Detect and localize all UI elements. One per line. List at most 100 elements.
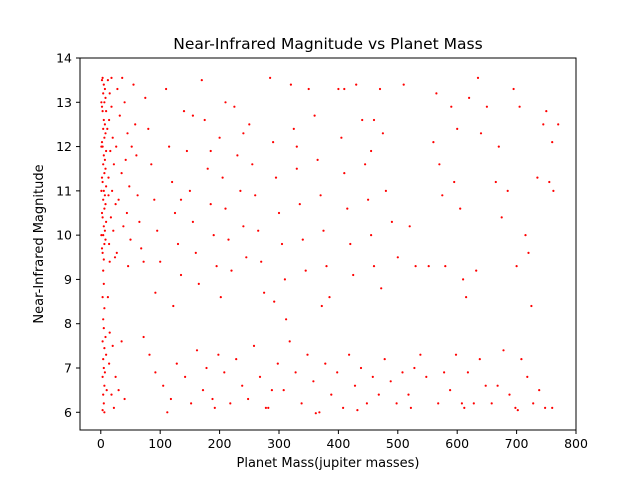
data-point bbox=[557, 123, 560, 126]
data-point bbox=[188, 189, 191, 192]
data-point bbox=[103, 411, 106, 414]
data-point bbox=[129, 238, 132, 241]
data-point bbox=[200, 79, 203, 82]
data-point bbox=[135, 154, 138, 157]
data-point bbox=[227, 238, 230, 241]
data-point bbox=[127, 265, 130, 268]
data-point bbox=[223, 371, 226, 374]
data-point bbox=[306, 353, 309, 356]
y-tick-label: 8 bbox=[64, 316, 72, 331]
data-point bbox=[112, 163, 115, 166]
data-point bbox=[105, 149, 108, 153]
data-point bbox=[116, 87, 119, 91]
data-point bbox=[100, 141, 104, 144]
data-point bbox=[441, 194, 444, 197]
data-point bbox=[319, 194, 322, 197]
data-point bbox=[312, 380, 315, 383]
data-point bbox=[128, 185, 131, 188]
data-point bbox=[260, 260, 263, 263]
y-tick-label: 12 bbox=[56, 139, 72, 154]
data-point bbox=[159, 260, 162, 263]
data-point bbox=[218, 136, 221, 139]
data-point bbox=[466, 371, 469, 374]
data-point bbox=[355, 83, 358, 86]
data-point bbox=[103, 123, 106, 126]
data-point bbox=[201, 389, 205, 392]
data-point bbox=[194, 251, 197, 254]
data-point bbox=[254, 194, 257, 197]
data-point bbox=[390, 220, 393, 223]
data-point bbox=[432, 141, 435, 144]
data-point bbox=[527, 251, 530, 254]
data-point bbox=[154, 371, 157, 374]
data-point bbox=[103, 347, 106, 350]
data-point bbox=[552, 189, 555, 192]
data-point bbox=[508, 393, 511, 396]
data-point bbox=[270, 389, 273, 392]
chart-title: Near-Infrared Magnitude vs Planet Mass bbox=[173, 35, 482, 53]
data-point bbox=[258, 375, 262, 378]
data-point bbox=[548, 180, 551, 184]
data-point bbox=[478, 358, 481, 361]
data-point bbox=[205, 366, 208, 370]
data-point bbox=[514, 406, 517, 409]
x-tick-label: 700 bbox=[505, 436, 529, 451]
data-point bbox=[224, 207, 227, 210]
data-point bbox=[425, 375, 428, 378]
data-point bbox=[544, 406, 547, 409]
data-point bbox=[389, 380, 392, 383]
data-point bbox=[156, 229, 159, 232]
data-point bbox=[108, 260, 111, 263]
data-point bbox=[213, 406, 216, 409]
x-axis-label: Planet Mass(jupiter masses) bbox=[237, 456, 420, 471]
data-point bbox=[140, 247, 143, 250]
data-point bbox=[102, 358, 105, 361]
data-point bbox=[219, 296, 222, 299]
data-point bbox=[359, 366, 363, 370]
data-point bbox=[437, 402, 440, 405]
data-point bbox=[545, 110, 548, 113]
data-point bbox=[110, 393, 113, 396]
data-point bbox=[288, 340, 291, 343]
data-point bbox=[103, 172, 106, 175]
data-point bbox=[108, 331, 111, 334]
data-point bbox=[102, 366, 105, 370]
data-point bbox=[248, 123, 251, 126]
data-point bbox=[450, 105, 453, 108]
data-points bbox=[100, 76, 560, 415]
data-point bbox=[150, 163, 153, 166]
data-point bbox=[184, 375, 187, 378]
data-point bbox=[224, 101, 227, 104]
data-point bbox=[173, 211, 177, 215]
data-point bbox=[191, 220, 194, 223]
data-point bbox=[121, 76, 124, 79]
data-point bbox=[236, 154, 239, 157]
data-point bbox=[103, 87, 106, 91]
data-point bbox=[500, 216, 503, 219]
data-point bbox=[526, 375, 529, 378]
y-tick-label: 13 bbox=[56, 95, 72, 110]
data-point bbox=[172, 304, 175, 308]
plot-area-frame bbox=[79, 57, 577, 431]
data-point bbox=[269, 76, 272, 79]
data-point bbox=[100, 105, 104, 108]
data-point bbox=[383, 358, 386, 361]
data-point bbox=[520, 358, 523, 361]
data-point bbox=[294, 371, 297, 374]
data-point bbox=[102, 163, 105, 166]
data-point bbox=[100, 234, 103, 237]
data-point bbox=[372, 265, 376, 268]
data-point bbox=[215, 265, 218, 268]
data-point bbox=[107, 176, 110, 179]
data-point bbox=[103, 136, 106, 139]
data-point bbox=[123, 101, 126, 104]
data-point bbox=[102, 402, 105, 405]
data-point bbox=[414, 265, 417, 268]
data-point bbox=[272, 141, 275, 144]
data-point bbox=[324, 362, 327, 365]
data-point bbox=[285, 318, 288, 321]
data-point bbox=[380, 287, 383, 290]
data-point bbox=[175, 362, 178, 365]
y-axis: 6 7 8 9 10 11 12 13 14 bbox=[56, 51, 80, 420]
